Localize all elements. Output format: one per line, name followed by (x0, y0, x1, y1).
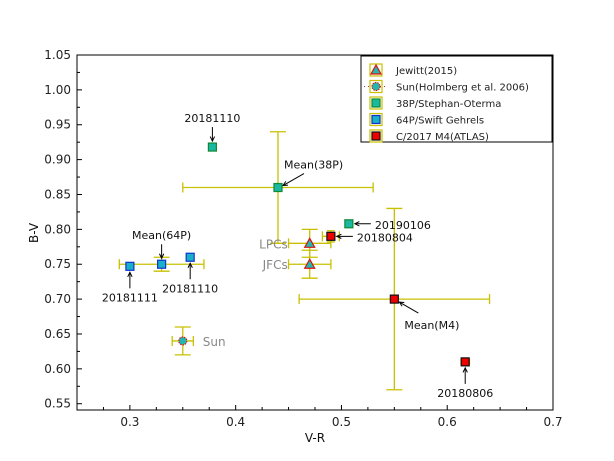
annotation-arrow (399, 301, 419, 314)
x-axis-title: V-R (305, 431, 325, 445)
arrow-head (127, 271, 133, 278)
y-axis: 0.55 0.60 0.65 0.70 0.75 0.80 0.85 0.90 0.95 1.00… (44, 48, 82, 411)
legend-label: Sun(Holmberg et al. 2006) (396, 83, 529, 94)
data-point-square (185, 252, 195, 262)
point-label: Mean(M4) (404, 319, 459, 332)
x-axis: 0.3 0.4 0.5 0.6 0.7 (102, 405, 563, 429)
y-tick-label: 0.70 (44, 292, 71, 306)
data-point-square (371, 114, 381, 125)
arrow-head (281, 181, 289, 187)
point-label: JFCs (262, 258, 288, 272)
y-tick-label: 0.75 (44, 257, 71, 271)
legend-box (360, 55, 553, 143)
legend-errorbox (369, 79, 383, 94)
y-tick-label: 1.05 (44, 48, 71, 62)
y-tick-label: 0.90 (44, 153, 71, 167)
annotations: LPCsJFCsSun20181110Mean(38P)201901062018… (102, 112, 493, 400)
y-tick-label: 0.55 (44, 397, 71, 411)
data-point-square (344, 219, 354, 229)
point-label: Mean(64P) (132, 229, 191, 242)
arrow-head (353, 221, 360, 227)
point-label: LPCs (259, 237, 288, 251)
data-point-square (460, 357, 470, 367)
x-tick-label: 0.5 (332, 415, 351, 429)
point-label: 20181110 (184, 112, 240, 125)
data-point-triangle (303, 257, 316, 269)
arrow-head (335, 233, 342, 239)
data-point-square (371, 98, 381, 108)
legend-errorbox (369, 96, 383, 110)
x-tick-label: 0.3 (120, 415, 139, 429)
legend: Jewitt(2015) Sun(Holmberg et al. 2006) 38P… (360, 55, 553, 143)
arrow-head (209, 136, 216, 143)
point-label: 20190106 (375, 219, 431, 232)
arrow-head (462, 366, 468, 373)
data-point-square (157, 259, 167, 269)
x-tick-label: 0.6 (438, 415, 457, 429)
y-tick-label: 0.60 (44, 362, 71, 376)
point-label: 20180804 (357, 231, 413, 244)
point-label: 20181110 (162, 282, 218, 295)
y-tick-label: 0.95 (44, 118, 71, 132)
point-label: 20180806 (437, 387, 493, 400)
data-point-square (389, 294, 399, 304)
data-point-square (371, 131, 381, 141)
data-point-square (207, 142, 217, 152)
x-tick-label: 0.4 (226, 415, 245, 429)
y-axis-title: B-V (27, 222, 41, 243)
y-tick-label: 0.85 (44, 187, 71, 201)
x-tick-label: 0.7 (543, 415, 562, 429)
annotation-arrow (282, 173, 305, 186)
data-point-square (125, 261, 135, 271)
arrow-head (187, 262, 193, 268)
legend-label: 38P/Stephan-Oterma (396, 99, 501, 110)
legend-errorbox (369, 112, 383, 127)
point-label: Sun (203, 335, 226, 349)
y-tick-label: 0.65 (44, 327, 71, 341)
data-point-square (326, 231, 336, 241)
data-point-triangle (303, 237, 316, 248)
legend-errorbox (369, 129, 383, 143)
legend-label: Jewitt(2015) (395, 66, 457, 77)
y-tick-label: 1.00 (44, 83, 71, 97)
y-tick-label: 0.80 (44, 222, 71, 236)
point-label: Mean(38P) (284, 159, 343, 172)
legend-label: 64P/Swift Gehrels (396, 116, 484, 127)
legend-label: C/2017 M4(ATLAS) (396, 132, 489, 143)
data-point-circle (178, 336, 188, 346)
arrow-head (158, 253, 165, 260)
arrow-head (398, 301, 405, 307)
point-label: 20181111 (102, 291, 158, 304)
data-point-square (273, 182, 283, 193)
data-point-triangle (369, 63, 383, 75)
markers (125, 142, 470, 367)
data-point-circle (371, 81, 381, 92)
